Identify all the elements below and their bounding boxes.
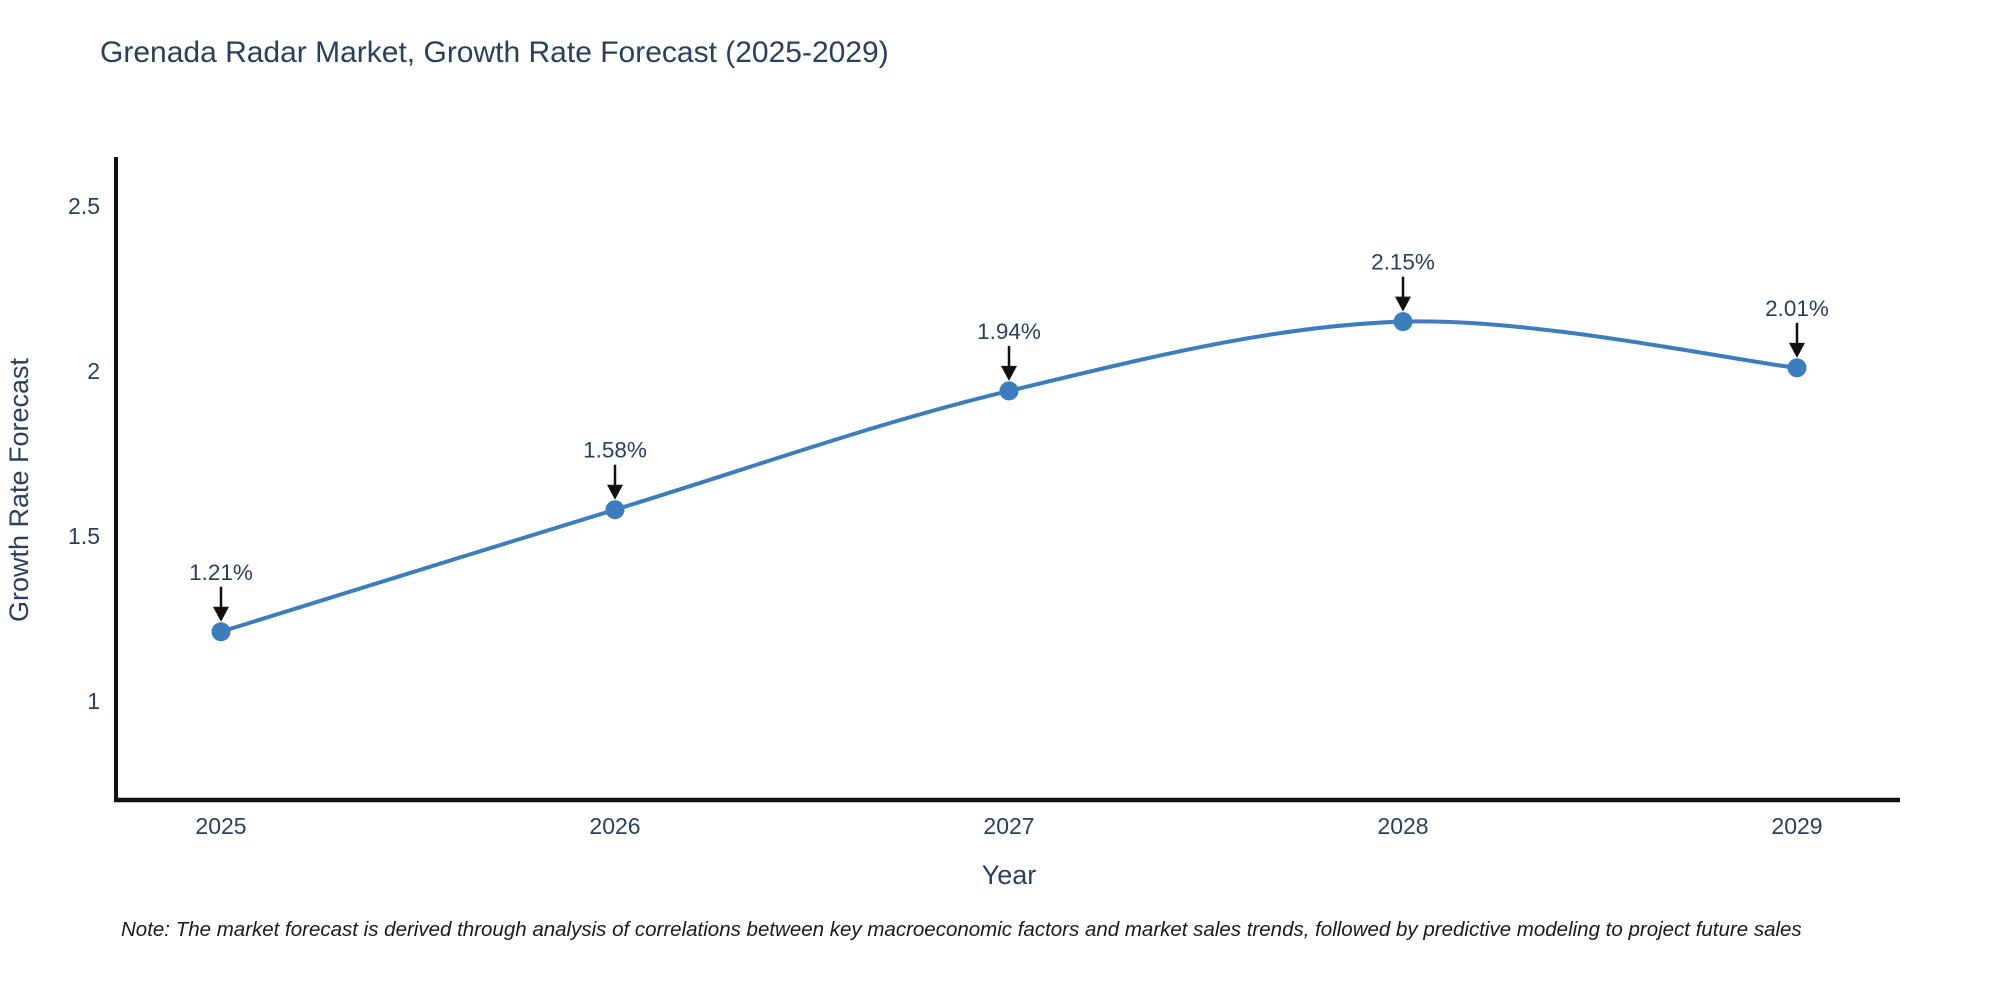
annotation-arrowhead (607, 484, 623, 500)
chart-title: Grenada Radar Market, Growth Rate Foreca… (100, 36, 889, 69)
x-tick-label: 2028 (1377, 813, 1428, 839)
x-tick-label: 2026 (589, 813, 640, 839)
annotation-arrowhead (1001, 365, 1017, 381)
x-tick-label: 2025 (195, 813, 246, 839)
data-point-label: 1.94% (977, 319, 1041, 344)
x-tick-label: 2027 (983, 813, 1034, 839)
data-point-label: 2.15% (1371, 250, 1435, 275)
annotation-arrowhead (1789, 342, 1805, 358)
data-point-marker (999, 381, 1019, 401)
y-tick-label: 1 (87, 688, 100, 714)
y-tick-label: 1.5 (68, 523, 100, 549)
data-point-label: 1.21% (189, 560, 253, 585)
annotation-arrowhead (1395, 296, 1411, 312)
data-point-label: 1.58% (583, 438, 647, 463)
data-point-marker (211, 622, 231, 642)
annotation-arrowhead (213, 606, 229, 622)
y-tick-label: 2.5 (68, 193, 100, 219)
x-axis-title: Year (982, 860, 1037, 890)
data-point-marker (605, 500, 625, 520)
y-axis-title: Growth Rate Forecast (4, 357, 34, 622)
chart-generated-layer: 2.5 2 1.5 1 2025 2026 2027 2028 2029 1.21% 1.58% 1.… (68, 157, 1900, 839)
x-tick-label: 2029 (1771, 813, 1822, 839)
footnote: Note: The market forecast is derived thr… (121, 918, 1802, 941)
data-point-label: 2.01% (1765, 296, 1829, 321)
data-point-marker (1787, 358, 1807, 378)
y-tick-label: 2 (87, 358, 100, 384)
data-point-marker (1393, 312, 1413, 332)
